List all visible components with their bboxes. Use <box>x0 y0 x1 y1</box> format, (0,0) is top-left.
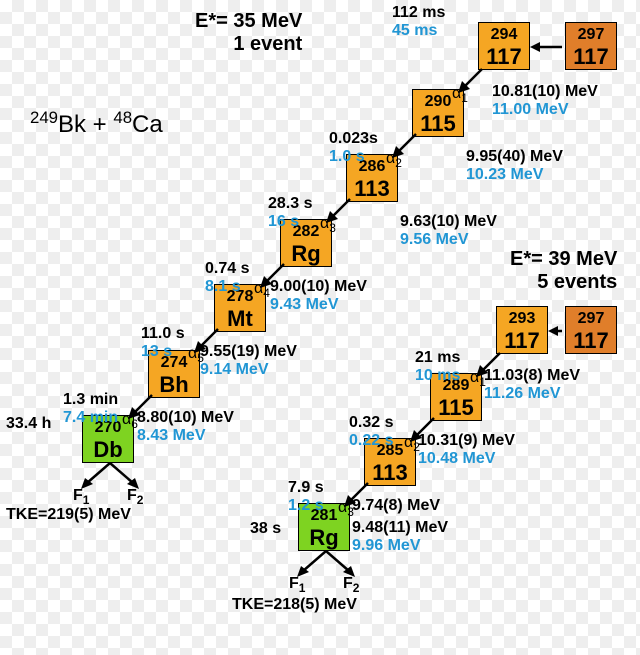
alpha-halflife-exp: 0.023s <box>329 130 378 148</box>
mass-number: 294 <box>479 26 529 44</box>
alpha-energy-calc: 10.23 MeV <box>466 166 543 184</box>
element-symbol: Bh <box>149 372 199 398</box>
alpha-halflife-calc: 1.0 s <box>329 148 365 166</box>
element-symbol: 115 <box>413 111 463 137</box>
alpha-halflife-exp: 11.0 s <box>141 325 185 343</box>
alpha-halflife-calc: 0.22 s <box>349 432 393 450</box>
fission-halflife: 38 s <box>250 520 281 538</box>
alpha-label: α3 <box>320 215 336 236</box>
compound-arrow <box>530 40 562 54</box>
element-symbol: 117 <box>566 44 616 70</box>
alpha-energy-extra: 9.96 MeV <box>352 537 420 555</box>
alpha-halflife-exp: 7.9 s <box>288 479 324 497</box>
alpha-energy-calc: 8.43 MeV <box>137 427 205 445</box>
alpha-halflife-calc: 8.1 s <box>205 278 241 296</box>
alpha-energy-exp: 10.31(9) MeV <box>418 432 515 450</box>
alpha-label: α2 <box>386 150 402 171</box>
compound-nucleus: 297117 <box>565 306 617 354</box>
element-symbol: Rg <box>281 241 331 267</box>
fission-fragment-1: F1 <box>289 575 305 596</box>
alpha-halflife-exp: 1.3 min <box>63 391 118 409</box>
fission-tke: TKE=219(5) MeV <box>6 506 131 524</box>
alpha-energy-exp: 11.03(8) MeV <box>484 367 580 385</box>
element-symbol: 117 <box>566 328 616 354</box>
alpha-energy-calc: 10.48 MeV <box>418 450 495 468</box>
alpha-energy-calc: 11.26 MeV <box>484 385 561 403</box>
alpha-halflife-calc: 7.4 min <box>63 409 118 427</box>
element-symbol: 117 <box>497 328 547 354</box>
alpha-halflife-calc: 16 s <box>268 213 299 231</box>
element-symbol: Db <box>83 437 133 463</box>
compound-nucleus: 297117 <box>565 22 617 70</box>
element-symbol: Mt <box>215 306 265 332</box>
fission-fragment-2: F2 <box>127 487 143 508</box>
alpha-energy-exp: 9.00(10) MeV <box>270 278 367 296</box>
alpha-energy-exp: 9.95(40) MeV <box>466 148 563 166</box>
alpha-energy-exp: 8.80(10) MeV <box>137 409 234 427</box>
chain-header: E*= 35 MeV1 event <box>195 10 302 56</box>
element-symbol: 113 <box>347 176 397 202</box>
nuclide-box: 294117 <box>478 22 530 70</box>
alpha-energy-calc: 11.00 MeV <box>492 101 569 119</box>
element-symbol: 115 <box>431 395 481 421</box>
mass-number: 297 <box>566 26 616 44</box>
chain-header: E*= 39 MeV5 events <box>510 248 617 294</box>
alpha-energy-calc: 9.43 MeV <box>270 296 338 314</box>
mass-number: 297 <box>566 310 616 328</box>
alpha-label: α1 <box>452 85 468 106</box>
alpha-energy-calc: 9.14 MeV <box>200 361 268 379</box>
alpha-halflife-exp: 21 ms <box>415 349 460 367</box>
fission-tke: TKE=218(5) MeV <box>232 596 357 614</box>
alpha-halflife-calc: 13 s <box>141 343 172 361</box>
alpha-halflife-exp: 28.3 s <box>268 195 312 213</box>
alpha-label: α6 <box>122 411 138 432</box>
element-symbol: Rg <box>299 525 349 551</box>
alpha-halflife-calc: 10 ms <box>415 367 460 385</box>
reaction-label: 249Bk + 48Ca <box>30 108 163 139</box>
alpha-label: α4 <box>254 280 270 301</box>
alpha-energy-exp: 9.55(19) MeV <box>200 343 297 361</box>
fission-fragment-2: F2 <box>343 575 359 596</box>
alpha-halflife-calc: 45 ms <box>392 22 437 40</box>
mass-number: 293 <box>497 310 547 328</box>
alpha-halflife-exp: 0.32 s <box>349 414 393 432</box>
element-symbol: 117 <box>479 44 529 70</box>
element-symbol: 113 <box>365 460 415 486</box>
alpha-halflife-calc: 1.2 s <box>288 497 324 515</box>
alpha-energy-exp: 10.81(10) MeV <box>492 83 598 101</box>
nuclide-box: 293117 <box>496 306 548 354</box>
alpha-energy-calc: 9.56 MeV <box>400 231 468 249</box>
fission-halflife: 33.4 h <box>6 415 51 433</box>
alpha-halflife-exp: 0.74 s <box>205 260 249 278</box>
compound-arrow <box>548 324 562 338</box>
fission-fragment-1: F1 <box>73 487 89 508</box>
alpha-energy-extra: 9.48(11) MeV <box>352 519 448 537</box>
alpha-halflife-exp: 112 ms <box>392 4 445 22</box>
alpha-energy-exp: 9.63(10) MeV <box>400 213 497 231</box>
alpha-energy-exp: 9.74(8) MeV <box>352 497 440 515</box>
